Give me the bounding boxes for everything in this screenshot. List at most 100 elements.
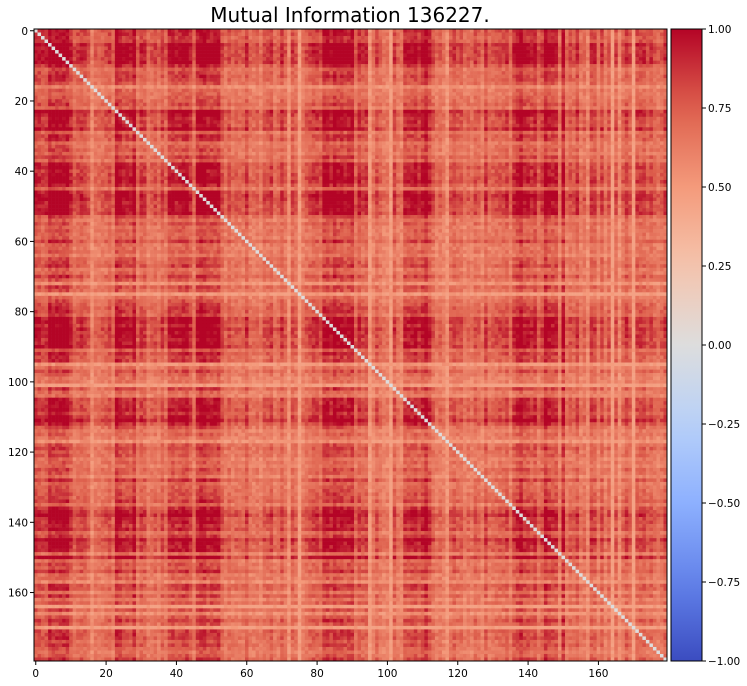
heatmap-cell: [572, 57, 576, 61]
heatmap-cell: [213, 46, 218, 51]
heatmap-cell: [93, 39, 98, 44]
heatmap-cell: [332, 60, 337, 65]
heatmap-cell: [185, 85, 190, 89]
heatmap-cell: [586, 71, 590, 75]
heatmap-cell: [498, 50, 503, 54]
heatmap-cell: [459, 120, 464, 125]
heatmap-cell: [164, 32, 168, 37]
heatmap-cell: [315, 113, 320, 118]
heatmap-cell: [37, 120, 42, 125]
heatmap-cell: [406, 109, 411, 114]
heatmap-cell: [547, 32, 552, 37]
heatmap-cell: [441, 116, 446, 121]
heatmap-cell: [413, 102, 418, 107]
heatmap-cell: [501, 81, 506, 86]
heatmap-cell: [441, 120, 446, 125]
heatmap-cell: [157, 53, 161, 58]
heatmap-cell: [58, 106, 63, 111]
heatmap-cell: [491, 85, 495, 89]
heatmap-cell: [248, 109, 253, 114]
heatmap-cell: [139, 43, 144, 47]
heatmap-cell: [216, 60, 221, 65]
heatmap-cell: [216, 57, 221, 61]
heatmap-cell: [188, 78, 193, 82]
heatmap-cell: [505, 64, 510, 68]
heatmap-cell: [259, 106, 263, 111]
heatmap-cell: [255, 92, 260, 97]
heatmap-cell: [220, 88, 225, 93]
heatmap-cell: [659, 85, 664, 89]
heatmap-cell: [649, 46, 654, 51]
heatmap-cell: [336, 57, 341, 61]
heatmap-cell: [403, 116, 408, 121]
heatmap-cell: [638, 116, 643, 121]
heatmap-cell: [178, 92, 182, 97]
heatmap-cell: [336, 74, 341, 79]
heatmap-cell: [346, 74, 351, 79]
heatmap-cell: [628, 95, 633, 100]
heatmap-cell: [371, 109, 376, 114]
heatmap-cell: [491, 74, 495, 79]
heatmap-cell: [463, 102, 467, 107]
heatmap-cell: [322, 64, 327, 68]
heatmap-cell: [473, 64, 478, 68]
heatmap-cell: [146, 78, 151, 82]
heatmap-cell: [343, 85, 348, 89]
heatmap-cell: [375, 95, 379, 100]
heatmap-cell: [332, 46, 337, 51]
heatmap-cell: [185, 81, 190, 86]
heatmap-cell: [72, 92, 77, 97]
heatmap-cell: [230, 67, 235, 72]
heatmap-cell: [160, 57, 165, 61]
heatmap-cell: [477, 60, 481, 65]
heatmap-cell: [638, 81, 643, 86]
heatmap-cell: [642, 81, 647, 86]
heatmap-cell: [656, 39, 661, 44]
heatmap-cell: [304, 60, 309, 65]
heatmap-cell: [554, 39, 559, 44]
heatmap-cell: [621, 71, 626, 75]
heatmap-cell: [37, 95, 42, 100]
heatmap-cell: [368, 57, 372, 61]
heatmap-cell: [572, 32, 576, 37]
heatmap-cell: [304, 74, 309, 79]
heatmap-cell: [399, 46, 404, 51]
heatmap-cell: [427, 85, 432, 89]
heatmap-cell: [181, 46, 186, 51]
heatmap-cell: [554, 116, 559, 121]
heatmap-cell: [614, 36, 619, 40]
heatmap-cell: [283, 102, 288, 107]
heatmap-cell: [290, 120, 295, 125]
heatmap-cell: [128, 60, 133, 65]
heatmap-cell: [536, 71, 541, 75]
heatmap-cell: [280, 32, 284, 37]
heatmap-cell: [480, 123, 485, 128]
heatmap-cell: [199, 29, 204, 33]
heatmap-cell: [273, 39, 277, 44]
heatmap-cell: [543, 50, 548, 54]
heatmap-cell: [248, 32, 253, 37]
heatmap-cell: [579, 29, 583, 33]
heatmap-cell: [582, 81, 587, 86]
heatmap-cell: [329, 109, 334, 114]
heatmap-cell: [642, 106, 647, 111]
heatmap-cell: [202, 106, 207, 111]
heatmap-cell: [41, 64, 45, 68]
heatmap-cell: [266, 95, 270, 100]
heatmap-cell: [167, 116, 172, 121]
heatmap-cell: [83, 109, 88, 114]
heatmap-cell: [565, 60, 569, 65]
heatmap-cell: [280, 120, 284, 125]
heatmap-cell: [441, 43, 446, 47]
heatmap-cell: [118, 102, 123, 107]
heatmap-cell: [512, 39, 517, 44]
heatmap-cell: [100, 29, 105, 33]
heatmap-cell: [473, 120, 478, 125]
heatmap-cell: [586, 64, 590, 68]
heatmap-cell: [34, 88, 38, 93]
heatmap-cell: [456, 71, 460, 75]
heatmap-cell: [547, 64, 552, 68]
heatmap-cell: [65, 120, 70, 125]
heatmap-cell: [329, 85, 334, 89]
heatmap-cell: [128, 99, 133, 104]
